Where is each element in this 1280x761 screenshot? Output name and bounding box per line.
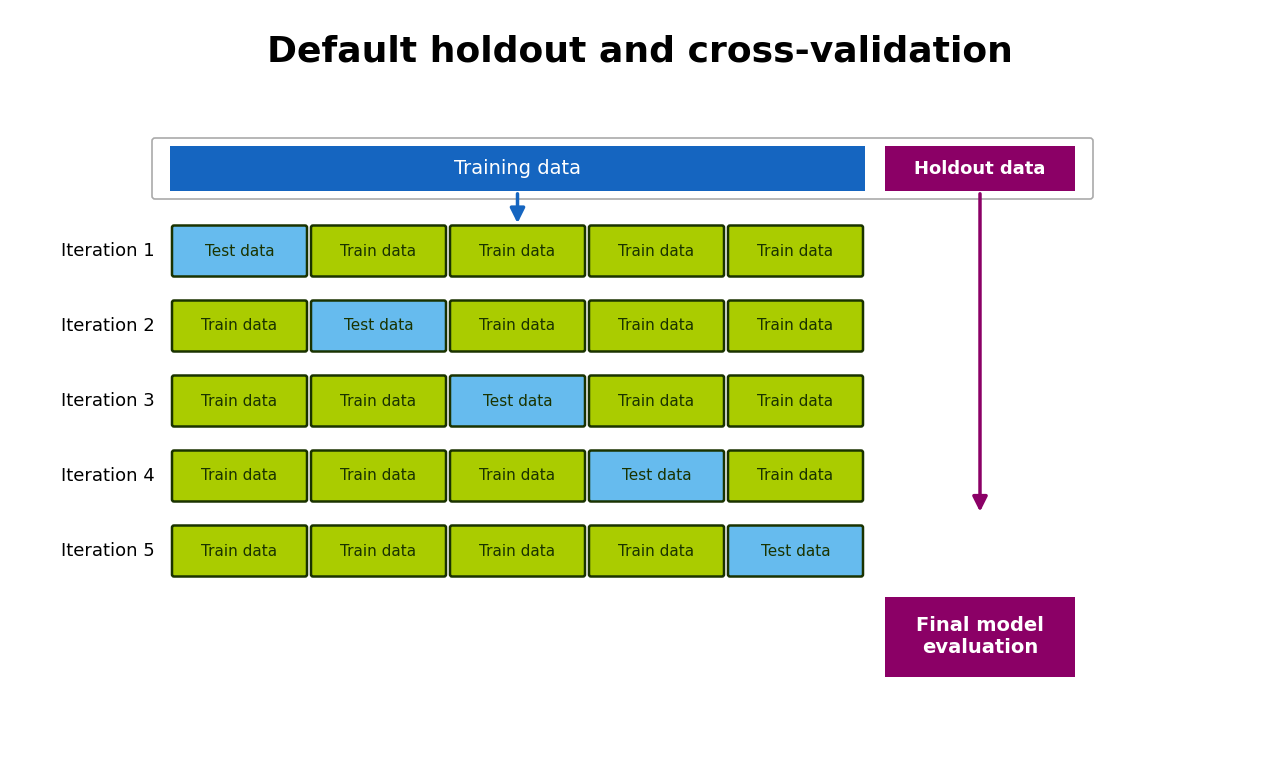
FancyBboxPatch shape [451, 301, 585, 352]
Text: Train data: Train data [480, 469, 556, 483]
FancyBboxPatch shape [311, 225, 445, 276]
Text: Train data: Train data [340, 393, 416, 409]
Text: Iteration 4: Iteration 4 [61, 467, 155, 485]
FancyBboxPatch shape [589, 225, 724, 276]
Text: Iteration 2: Iteration 2 [61, 317, 155, 335]
FancyBboxPatch shape [728, 375, 863, 426]
FancyBboxPatch shape [728, 301, 863, 352]
Text: Train data: Train data [201, 543, 278, 559]
FancyBboxPatch shape [311, 375, 445, 426]
Text: Train data: Train data [758, 469, 833, 483]
FancyBboxPatch shape [589, 375, 724, 426]
Text: Train data: Train data [340, 244, 416, 259]
FancyBboxPatch shape [311, 301, 445, 352]
Bar [884, 597, 1075, 677]
FancyBboxPatch shape [311, 526, 445, 577]
FancyBboxPatch shape [172, 225, 307, 276]
Text: Iteration 3: Iteration 3 [61, 392, 155, 410]
Text: Training data: Training data [454, 159, 581, 178]
FancyBboxPatch shape [589, 526, 724, 577]
Text: Test data: Test data [622, 469, 691, 483]
Text: Iteration 5: Iteration 5 [61, 542, 155, 560]
FancyBboxPatch shape [728, 526, 863, 577]
Text: Train data: Train data [340, 543, 416, 559]
Text: Train data: Train data [480, 244, 556, 259]
FancyBboxPatch shape [451, 451, 585, 501]
FancyBboxPatch shape [311, 451, 445, 501]
FancyBboxPatch shape [172, 526, 307, 577]
FancyBboxPatch shape [172, 451, 307, 501]
Text: Train data: Train data [340, 469, 416, 483]
Text: Test data: Test data [205, 244, 274, 259]
Text: Train data: Train data [618, 244, 695, 259]
Text: Train data: Train data [201, 393, 278, 409]
Text: Train data: Train data [618, 543, 695, 559]
FancyBboxPatch shape [728, 225, 863, 276]
Text: Holdout data: Holdout data [914, 160, 1046, 177]
Text: Test data: Test data [483, 393, 552, 409]
Text: Train data: Train data [758, 244, 833, 259]
FancyBboxPatch shape [451, 526, 585, 577]
Text: Test data: Test data [344, 319, 413, 333]
FancyBboxPatch shape [451, 375, 585, 426]
FancyBboxPatch shape [728, 451, 863, 501]
Text: Final model
evaluation: Final model evaluation [916, 616, 1044, 657]
Bar [170, 146, 865, 191]
FancyBboxPatch shape [589, 301, 724, 352]
Bar [884, 146, 1075, 191]
Text: Train data: Train data [618, 393, 695, 409]
Text: Default holdout and cross-validation: Default holdout and cross-validation [268, 34, 1012, 68]
FancyBboxPatch shape [589, 451, 724, 501]
FancyBboxPatch shape [172, 375, 307, 426]
Text: Iteration 1: Iteration 1 [61, 242, 155, 260]
FancyBboxPatch shape [451, 225, 585, 276]
FancyBboxPatch shape [152, 138, 1093, 199]
Text: Train data: Train data [201, 469, 278, 483]
Text: Train data: Train data [480, 543, 556, 559]
Text: Train data: Train data [201, 319, 278, 333]
FancyBboxPatch shape [172, 301, 307, 352]
Text: Test data: Test data [760, 543, 831, 559]
Text: Train data: Train data [618, 319, 695, 333]
Text: Train data: Train data [758, 319, 833, 333]
Text: Train data: Train data [758, 393, 833, 409]
Text: Train data: Train data [480, 319, 556, 333]
